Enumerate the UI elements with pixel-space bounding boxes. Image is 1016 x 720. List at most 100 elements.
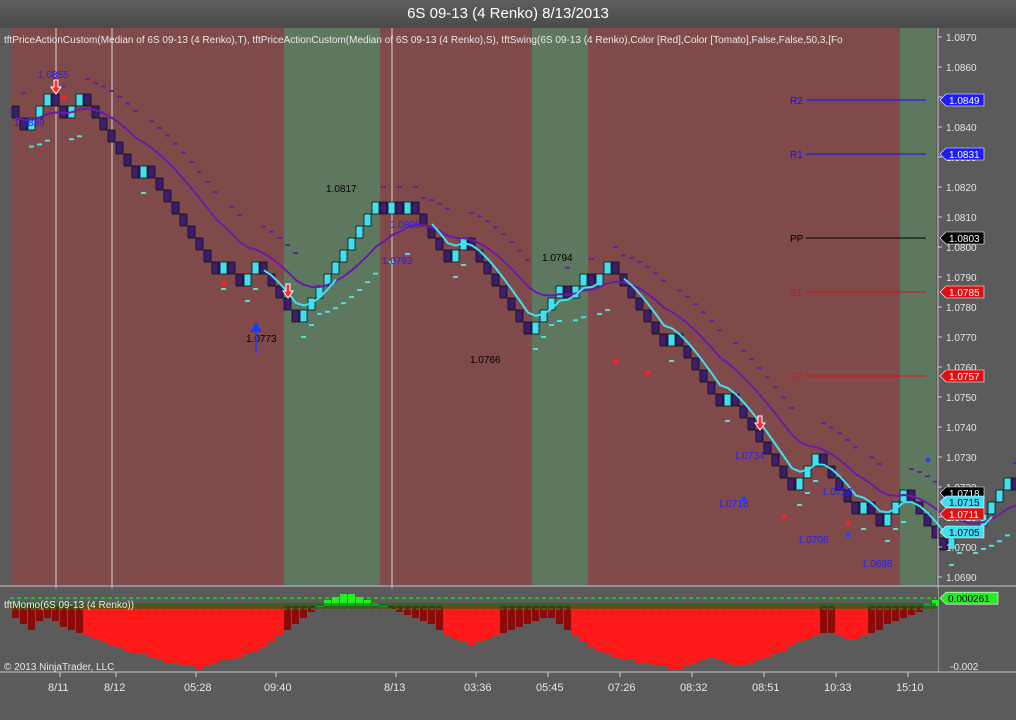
x-tick-label: 05:28 — [184, 682, 212, 694]
swing-label: 1.0766 — [470, 355, 501, 366]
trail-dash — [917, 470, 922, 473]
zone-green-4 — [532, 28, 588, 586]
swing-label: 1.0805 — [390, 220, 421, 231]
momo-bar-negative — [756, 606, 763, 660]
renko-brick-down — [99, 117, 108, 131]
zone-green-1 — [284, 28, 380, 586]
momo-bar-negative — [36, 606, 43, 621]
renko-brick-up — [347, 237, 356, 251]
renko-brick-up — [451, 249, 460, 263]
swing-dot-red — [221, 280, 227, 286]
momo-bar-positive — [340, 594, 347, 606]
trail-dash — [501, 233, 506, 236]
momo-bar-negative — [204, 606, 211, 666]
trail-dash — [925, 475, 930, 478]
trail-dash — [861, 528, 866, 530]
momo-bar-negative — [236, 606, 243, 657]
trail-dash — [613, 246, 618, 248]
renko-brick-down — [115, 141, 124, 155]
momo-bar-negative — [676, 606, 683, 669]
renko-brick-down — [683, 345, 692, 359]
swing-label: 1.0839 — [14, 118, 45, 129]
swing-label: 1.0855 — [38, 70, 69, 81]
renko-brick-up — [595, 273, 604, 287]
y-tick-label: 1.0790 — [946, 273, 977, 284]
trail-dash — [373, 272, 378, 275]
renko-brick-down — [203, 249, 212, 263]
sell-arrow-marker — [50, 79, 62, 95]
x-tick-label: 8/12 — [104, 682, 125, 694]
trail-dash — [453, 276, 458, 278]
momo-bar-negative — [156, 606, 163, 660]
trail-dash — [365, 281, 370, 284]
trail-dash — [269, 230, 274, 233]
renko-brick-down — [395, 201, 404, 215]
renko-brick-up — [43, 93, 52, 107]
momo-bar-negative — [764, 606, 771, 657]
momo-bar-negative — [588, 606, 595, 648]
momo-bar-negative — [28, 606, 35, 630]
momo-bar-negative — [124, 606, 131, 651]
trail-dash — [245, 300, 250, 302]
momo-bar-negative — [628, 606, 635, 660]
price-axis-tags: 1.08491.08311.08031.07851.07571.07181.07… — [939, 93, 985, 539]
momo-bar-negative — [612, 606, 619, 657]
renko-brick-down — [491, 273, 500, 287]
renko-brick-down — [107, 129, 116, 143]
trail-dash — [845, 438, 850, 441]
momo-y-axis[interactable]: 0.000261 -0.002 — [939, 591, 999, 673]
renko-brick-down — [155, 177, 164, 191]
renko-brick-down — [379, 201, 388, 215]
trail-dash — [645, 266, 650, 269]
renko-brick-down — [411, 201, 420, 215]
momo-bar-negative — [708, 606, 715, 657]
momo-panel[interactable]: tftMomo(6S 09-13 (4 Renko)) © 2013 Ninja… — [4, 588, 939, 673]
trail-dash — [565, 266, 570, 269]
momo-bar-negative — [412, 606, 419, 618]
momo-bar-negative — [604, 606, 611, 654]
trail-dash — [581, 316, 586, 319]
trail-dash — [765, 376, 770, 379]
momo-bar-negative — [284, 606, 291, 630]
zone-red-2 — [380, 28, 476, 586]
time-x-axis[interactable]: 8/11 8/12 05:28 09:40 8/13 03:36 05:45 07:26 08:… — [48, 672, 924, 694]
trail-dash — [533, 348, 538, 350]
y-tick-label: 1.0770 — [946, 333, 977, 344]
trail-dash — [717, 329, 722, 332]
slow-ma-line — [15, 107, 1016, 525]
momo-histogram — [10, 588, 939, 672]
momo-bar-negative — [636, 606, 643, 663]
price-panel-indicator-label: tftPriceActionCustom(Median of 6S 09-13 … — [4, 35, 843, 46]
trail-dash — [653, 272, 658, 275]
trail-dash — [109, 89, 114, 92]
renko-brick-up — [299, 309, 308, 323]
swing-labels: 1.0855 1.0839 1.0817 1.0805 1.0793 1.0773 1.07… — [14, 70, 893, 570]
momo-bar-negative — [260, 606, 267, 648]
trail-dash — [885, 540, 890, 542]
momo-bar-negative — [716, 606, 723, 660]
trail-dash — [37, 143, 42, 146]
trail-dash — [933, 480, 938, 483]
momo-bar-negative — [660, 606, 667, 666]
renko-brick-up — [859, 501, 868, 515]
renko-brick-up — [219, 261, 228, 275]
swing-label: 1.0698 — [862, 559, 893, 570]
momo-bar-negative — [492, 606, 499, 636]
chart-area[interactable]: R2 R1 PP S1 S2 1.0855 1.0839 1.0817 1.0805 1.079… — [0, 28, 1016, 720]
trail-dash — [749, 358, 754, 361]
momo-bar-negative — [772, 606, 779, 654]
renko-brick-down — [587, 273, 596, 287]
trail-dash — [389, 261, 394, 264]
swing-dot-red — [845, 520, 851, 526]
momo-bar-positive — [332, 597, 339, 606]
momo-bar-negative — [300, 606, 307, 618]
price-tag-1: 1.0715 — [949, 498, 980, 509]
renko-brick-down — [755, 429, 764, 443]
y-tick-label: 1.0730 — [946, 453, 977, 464]
price-panel[interactable]: R2 R1 PP S1 S2 1.0855 1.0839 1.0817 1.0805 1.079… — [4, 28, 1016, 672]
y-tick-label: 1.0870 — [946, 33, 977, 44]
trail-dash — [949, 564, 954, 566]
renko-brick-up — [363, 213, 372, 227]
trail-dash — [789, 406, 794, 409]
trail-dash — [285, 244, 290, 247]
